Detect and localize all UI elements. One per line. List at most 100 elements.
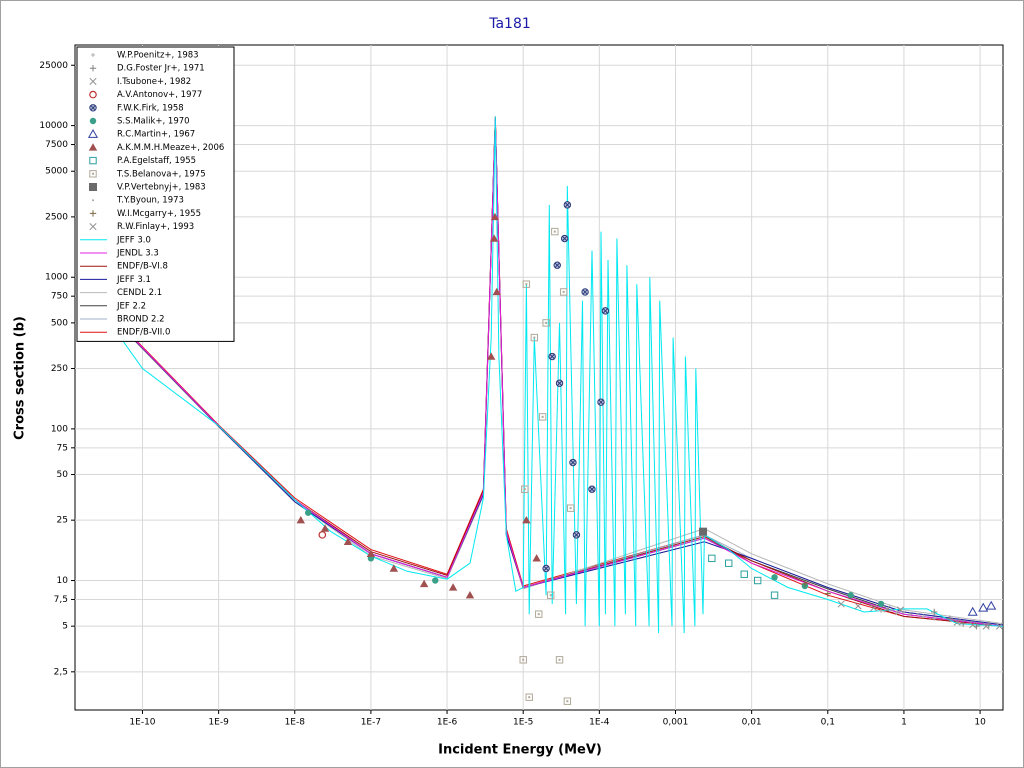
marker-part [89,117,97,125]
marker [542,564,550,573]
marker-part [562,236,567,241]
marker-part [523,488,526,491]
marker [492,287,501,296]
legend-label: ENDF/B-VI.8 [117,262,168,272]
marker [538,413,547,421]
marker [891,608,894,611]
marker-part [525,693,533,701]
marker-part [389,564,399,572]
marker-part [89,77,97,85]
marker [89,65,97,72]
marker [932,616,937,621]
marker [89,183,97,191]
marker [597,398,605,406]
marker [89,223,97,231]
marker [837,600,845,608]
marker [555,656,564,664]
axes: 2,5 5 7,5 10 25 50 75 100 250 500 750 1000 2500 5000 7… [39,61,986,728]
x-axis-title: Incident Energy (MeV) [438,743,602,758]
marker-part [537,613,540,616]
marker [995,622,1003,630]
marker-part [916,613,919,616]
marker [560,234,569,243]
marker [879,608,884,613]
marker [921,614,926,619]
marker [542,319,550,327]
marker-part [569,507,572,510]
marker [448,583,458,591]
marker-part [985,621,992,629]
x-tick-label: 0,1 [821,718,835,728]
marker-part [770,591,779,599]
y-tick-label: 2500 [45,212,68,222]
marker-part [959,620,967,627]
marker [522,515,531,524]
marker [931,608,938,616]
marker [87,128,99,138]
marker-part [92,199,94,202]
legend-label: I.Tsubone+, 1982 [117,77,191,87]
marker [969,621,977,629]
marker [959,620,967,627]
marker-part [90,105,96,111]
marker-part [92,172,94,175]
marker [771,574,778,581]
marker [465,591,475,599]
marker [551,227,559,236]
marker [770,591,779,599]
marker-part [545,321,548,324]
marker-part [89,210,97,217]
legend-label: JEFF 3.1 [116,275,151,285]
legend-label: A.V.Antonov+, 1977 [117,90,202,100]
marker-part [88,143,98,151]
marker-part [89,65,97,72]
marker-part [598,399,604,405]
marker [532,554,541,562]
marker-part [320,524,330,532]
marker-part [589,486,595,492]
marker [343,537,353,546]
marker-part [699,527,708,536]
y-tick-label: 2,5 [54,667,68,677]
marker [389,564,399,572]
marker-part [570,460,576,465]
marker [725,559,733,567]
marker-part [877,600,885,608]
legend: W.P.Poenitz+, 1983 D.G.Foster Jr+, 1971 I.… [76,46,235,342]
y-tick-label: 500 [51,318,68,328]
marker [588,485,596,493]
marker [555,379,564,387]
marker-part [978,602,989,612]
y-tick-label: 100 [51,424,68,434]
marker-part [89,170,97,178]
marker-part [891,608,894,611]
marker-part [554,262,560,268]
y-tick-label: 7,5 [54,595,68,605]
marker [304,509,312,516]
x-tick-label: 1E-4 [589,718,610,728]
marker [986,600,997,610]
marker [569,458,577,467]
marker-part [953,618,961,626]
y-tick-label: 5 [62,622,68,632]
marker-part [967,606,978,616]
legend-label: ENDF/B-VII.0 [117,328,170,338]
marker-part [522,658,525,661]
marker-part [563,697,572,705]
legend-label: D.G.Foster Jr+, 1971 [117,64,205,74]
marker [89,117,97,125]
y-tick-label: 1000 [45,273,68,283]
marker-part [896,606,905,614]
legend-label: A.K.M.M.H.Meaze+, 2006 [117,143,224,153]
marker [566,504,575,512]
marker-part [535,610,543,618]
y-tick-label: 50 [57,470,69,480]
y-axis-title: Cross section (b) [13,316,28,440]
marker-part [708,554,716,563]
marker-part [932,616,937,621]
legend-label: T.S.Belanova+, 1975 [116,169,206,179]
marker [91,53,95,57]
marker [89,156,97,165]
marker-part [574,532,579,538]
